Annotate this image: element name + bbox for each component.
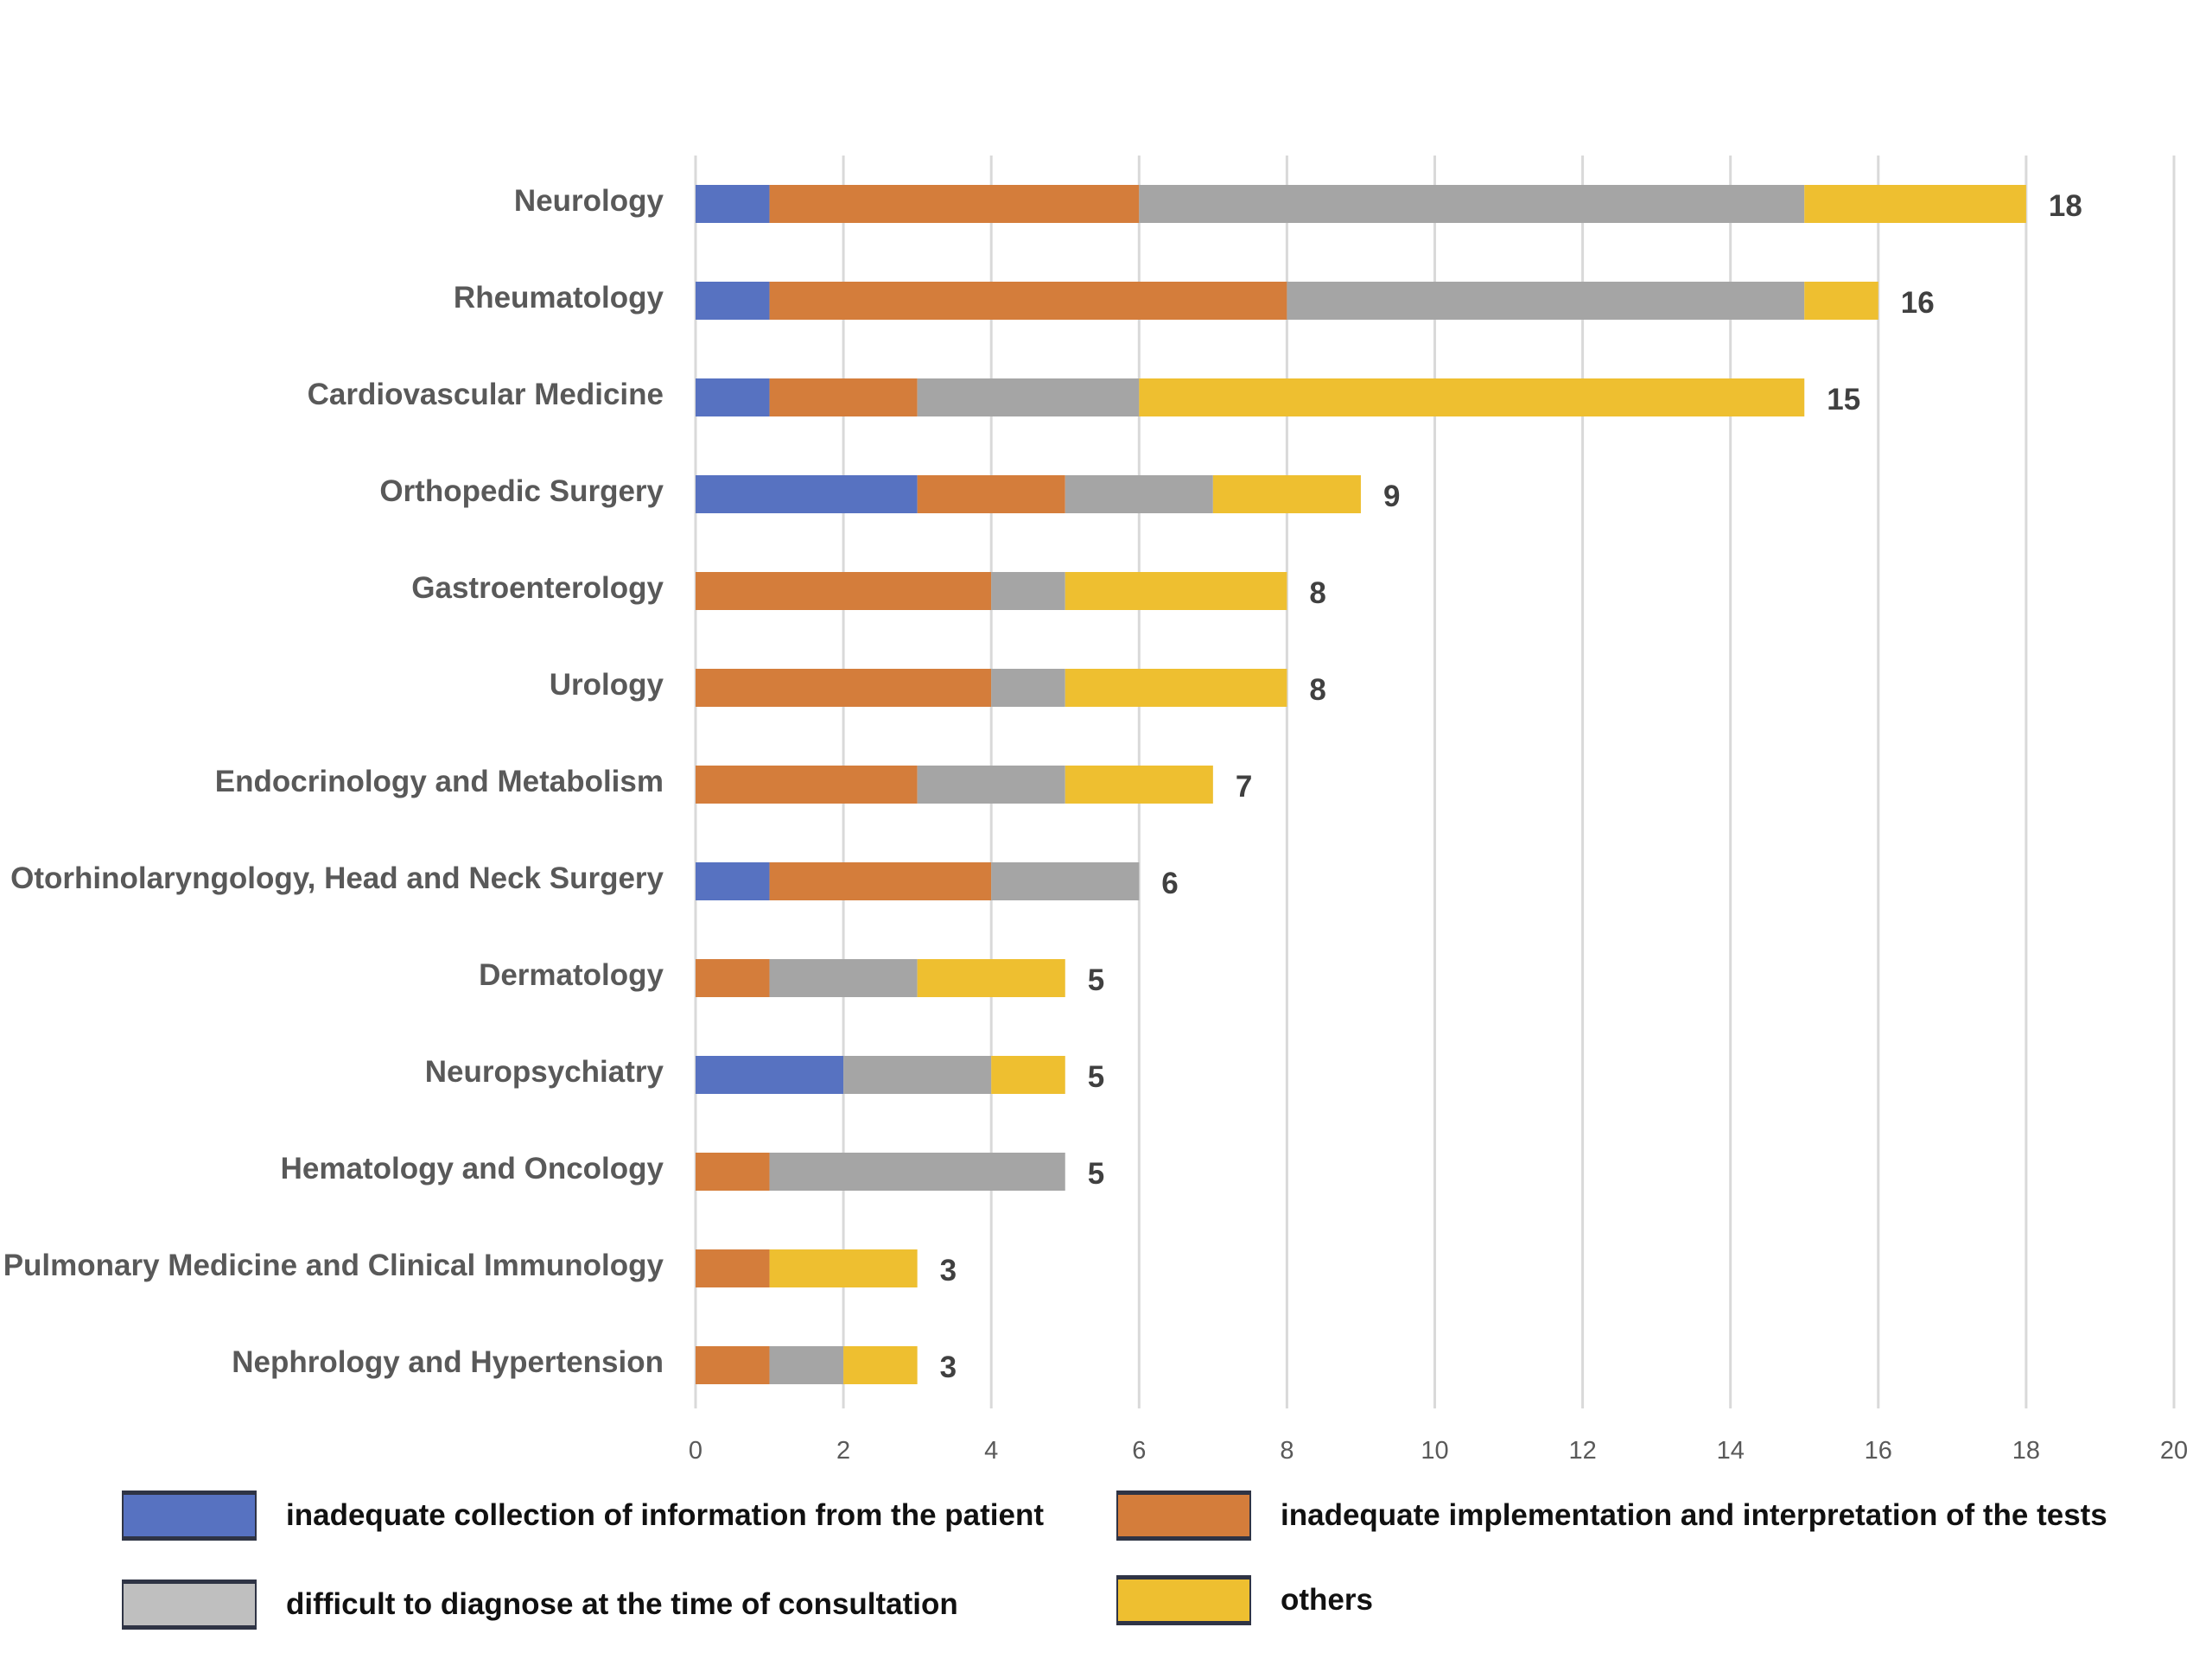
x-tick-label: 4 <box>984 1437 998 1465</box>
x-tick-label: 10 <box>1421 1437 1448 1465</box>
bar-segment <box>1065 572 1287 610</box>
bar-segment <box>917 378 1140 416</box>
bar-segment <box>1139 378 1805 416</box>
legend-label: inadequate implementation and interpreta… <box>1281 1498 2107 1532</box>
bar-segment <box>991 862 1140 900</box>
bar-segment <box>1065 766 1213 804</box>
x-tick-label: 20 <box>2160 1437 2188 1465</box>
bar-segment <box>769 1346 844 1384</box>
category-label: Neurology <box>514 184 664 218</box>
bar-segment <box>1804 282 1878 320</box>
legend-swatch <box>1116 1575 1251 1625</box>
bar-segment <box>696 185 770 223</box>
bar-segment <box>769 1249 918 1287</box>
bar-segment <box>1287 282 1805 320</box>
bar-segment <box>696 1346 770 1384</box>
bar-segment <box>696 959 770 997</box>
total-label: 8 <box>1309 576 1325 610</box>
x-tick-label: 16 <box>1865 1437 1892 1465</box>
bar-segment <box>991 669 1065 707</box>
total-label: 18 <box>2049 189 2082 223</box>
bar-segment <box>917 766 1065 804</box>
legend-item-tests: inadequate implementation and interpreta… <box>1116 1491 2107 1541</box>
x-tick-label: 8 <box>1280 1437 1294 1465</box>
legend-label: others <box>1281 1583 1373 1617</box>
bar-segment <box>769 1153 1065 1191</box>
category-label: Cardiovascular Medicine <box>308 378 664 411</box>
bar-segment <box>1065 669 1287 707</box>
legend-item-patient-info: inadequate collection of information fro… <box>122 1491 1044 1541</box>
bar-segment <box>769 862 992 900</box>
bar-segment <box>696 1153 770 1191</box>
category-labels: Neurology Rheumatology Cardiovascular Medi… <box>3 184 664 1379</box>
bar-segment <box>1804 185 2026 223</box>
category-label: Hematology and Oncology <box>281 1152 664 1185</box>
legend-label: inadequate collection of information fro… <box>286 1498 1044 1532</box>
total-label: 5 <box>1088 963 1104 997</box>
gridlines <box>694 156 2176 1408</box>
x-tick-label: 6 <box>1132 1437 1146 1465</box>
category-label: Rheumatology <box>454 281 664 315</box>
bar-segment <box>696 282 770 320</box>
bar-segment <box>696 1056 844 1094</box>
x-tick-label: 18 <box>2012 1437 2040 1465</box>
bar-segment <box>769 185 1140 223</box>
x-tick-label: 14 <box>1717 1437 1745 1465</box>
total-label: 6 <box>1161 867 1178 900</box>
bar-segment <box>917 959 1065 997</box>
bars <box>696 185 2026 1384</box>
category-label: Nephrology and Hypertension <box>232 1345 664 1379</box>
legend-swatch <box>122 1491 257 1541</box>
total-labels: 18 16 15 9 8 8 7 6 5 5 5 3 3 <box>940 189 2082 1384</box>
x-axis-ticks: 0 2 4 6 8 10 12 14 16 18 20 <box>689 1437 2188 1465</box>
bar-segment <box>696 378 770 416</box>
category-label: Gastroenterology <box>411 571 664 605</box>
bar-segment <box>1139 185 1805 223</box>
legend-swatch <box>1116 1491 1251 1541</box>
category-label: Orthopedic Surgery <box>379 474 664 508</box>
bar-segment <box>843 1346 918 1384</box>
bar-segment <box>696 572 992 610</box>
bar-segment <box>1212 475 1361 513</box>
category-label: Neuropsychiatry <box>425 1055 664 1089</box>
bar-segment <box>696 669 992 707</box>
category-label: Endocrinology and Metabolism <box>215 765 664 798</box>
total-label: 7 <box>1236 770 1252 804</box>
bar-segment <box>696 862 770 900</box>
category-label: Dermatology <box>479 958 664 992</box>
x-tick-label: 0 <box>689 1437 702 1465</box>
total-label: 3 <box>940 1254 957 1287</box>
bar-segment <box>696 766 918 804</box>
bar-segment <box>917 475 1065 513</box>
total-label: 5 <box>1088 1060 1104 1094</box>
total-label: 16 <box>1901 286 1935 320</box>
legend-item-difficult-diagnosis: difficult to diagnose at the time of con… <box>122 1580 958 1630</box>
bar-segment <box>696 1249 770 1287</box>
x-tick-label: 2 <box>836 1437 850 1465</box>
bar-segment <box>769 378 918 416</box>
x-tick-label: 12 <box>1568 1437 1596 1465</box>
total-label: 8 <box>1309 673 1325 707</box>
legend-swatch <box>122 1580 257 1630</box>
legend-item-others: others <box>1116 1575 1373 1625</box>
category-label: Pulmonary Medicine and Clinical Immunolo… <box>3 1249 664 1282</box>
bar-segment <box>769 282 1287 320</box>
bar-segment <box>696 475 918 513</box>
legend-label: difficult to diagnose at the time of con… <box>286 1587 958 1621</box>
bar-segment <box>991 1056 1065 1094</box>
total-label: 5 <box>1088 1157 1104 1191</box>
category-label: Otorhinolaryngology, Head and Neck Surge… <box>10 861 664 895</box>
bar-segment <box>1065 475 1213 513</box>
bar-segment <box>991 572 1065 610</box>
total-label: 9 <box>1383 480 1400 513</box>
total-label: 3 <box>940 1351 957 1384</box>
bar-segment <box>769 959 918 997</box>
total-label: 15 <box>1827 383 1860 416</box>
category-label: Urology <box>550 668 664 702</box>
bar-segment <box>843 1056 992 1094</box>
